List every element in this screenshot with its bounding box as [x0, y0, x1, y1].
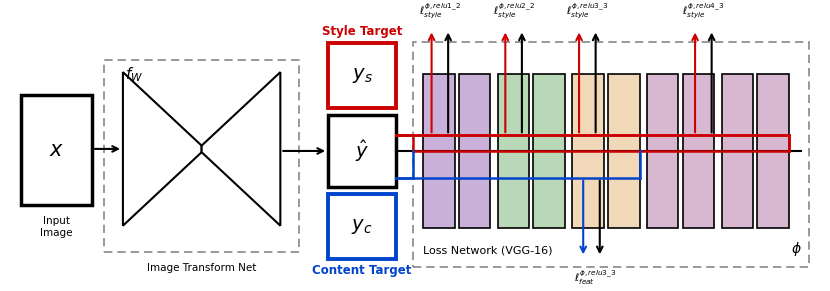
Text: $\ell^{\phi,relu1\_2}_{style}$: $\ell^{\phi,relu1\_2}_{style}$: [419, 2, 461, 22]
FancyBboxPatch shape: [22, 95, 92, 205]
Text: Input
Image: Input Image: [41, 216, 73, 238]
Polygon shape: [123, 72, 202, 226]
Text: $x$: $x$: [49, 140, 64, 160]
Text: $\ell^{\phi,relu2\_2}_{style}$: $\ell^{\phi,relu2\_2}_{style}$: [493, 2, 535, 22]
Text: Image Transform Net: Image Transform Net: [147, 263, 256, 273]
Text: $f_W$: $f_W$: [125, 65, 144, 84]
Text: $\ell^{\phi,relu3\_3}_{feat}$: $\ell^{\phi,relu3\_3}_{feat}$: [574, 268, 616, 287]
FancyBboxPatch shape: [459, 74, 491, 228]
Text: $y_s$: $y_s$: [352, 66, 373, 85]
FancyBboxPatch shape: [757, 74, 788, 228]
FancyBboxPatch shape: [608, 74, 640, 228]
Text: Content Target: Content Target: [312, 264, 412, 277]
FancyBboxPatch shape: [573, 74, 604, 228]
FancyBboxPatch shape: [682, 74, 714, 228]
FancyBboxPatch shape: [328, 115, 396, 187]
FancyBboxPatch shape: [721, 74, 753, 228]
Text: Style Target: Style Target: [322, 25, 403, 38]
FancyBboxPatch shape: [328, 43, 396, 108]
Text: $y_c$: $y_c$: [351, 217, 373, 236]
FancyBboxPatch shape: [498, 74, 530, 228]
Text: $\ell^{\phi,relu3\_3}_{style}$: $\ell^{\phi,relu3\_3}_{style}$: [566, 2, 608, 22]
FancyBboxPatch shape: [423, 74, 455, 228]
Text: Loss Network (VGG-16): Loss Network (VGG-16): [423, 246, 553, 256]
FancyBboxPatch shape: [328, 194, 396, 259]
Polygon shape: [202, 72, 281, 226]
Text: $\hat{y}$: $\hat{y}$: [355, 138, 369, 164]
FancyBboxPatch shape: [534, 74, 565, 228]
Text: ϕ: ϕ: [792, 242, 801, 256]
FancyBboxPatch shape: [647, 74, 678, 228]
Text: $\ell^{\phi,relu4\_3}_{style}$: $\ell^{\phi,relu4\_3}_{style}$: [682, 2, 725, 22]
